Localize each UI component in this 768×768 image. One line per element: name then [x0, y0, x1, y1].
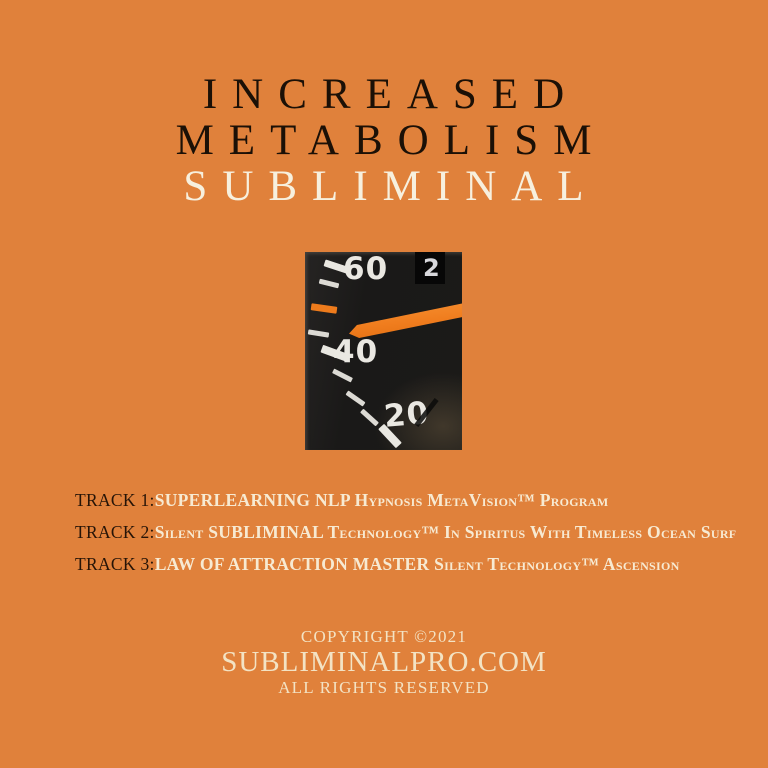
- track-row-2: TRACK 2: Silent SUBLIMINAL Technology™ I…: [75, 522, 736, 542]
- gauge-minor-tick: [332, 368, 353, 383]
- website-text: SUBLIMINALPRO.COM: [221, 646, 547, 678]
- track-list: TRACK 1: SUPERLEARNING NLP Hypnosis Meta…: [75, 490, 736, 586]
- gauge-minor-tick: [345, 390, 366, 407]
- title-line-3: SUBLIMINAL: [183, 163, 599, 210]
- rights-text: ALL RIGHTS RESERVED: [278, 678, 490, 697]
- gauge-minor-tick: [360, 408, 379, 427]
- gauge-number-40: 40: [333, 334, 379, 370]
- track-3-label: TRACK 3:: [75, 554, 155, 574]
- track-1-label: TRACK 1:: [75, 490, 155, 510]
- gauge-needle: [349, 303, 462, 338]
- gauge-number-60: 60: [343, 252, 389, 287]
- track-2-title: Silent SUBLIMINAL Technology™ In Spiritu…: [154, 522, 737, 542]
- track-1-title: SUPERLEARNING NLP Hypnosis MetaVision™ P…: [154, 490, 609, 510]
- gauge-orange-tick: [310, 303, 338, 314]
- gauge-minor-tick: [318, 278, 340, 289]
- title-line-1: INCREASED: [202, 71, 580, 118]
- track-row-1: TRACK 1: SUPERLEARNING NLP Hypnosis Meta…: [75, 490, 736, 510]
- album-title: INCREASED METABOLISM SUBLIMINAL: [0, 72, 768, 210]
- gauge-minor-tick: [307, 329, 330, 338]
- track-2-label: TRACK 2:: [75, 522, 155, 542]
- track-row-3: TRACK 3: LAW OF ATTRACTION MASTER Silent…: [75, 554, 736, 574]
- speedometer-gauge-image: 60 40 20 2: [305, 252, 462, 450]
- odometer-digit: 2: [415, 252, 445, 284]
- title-line-2: METABOLISM: [175, 117, 607, 164]
- copyright-text: COPYRIGHT ©2021: [300, 627, 468, 646]
- footer: COPYRIGHT ©2021 SUBLIMINALPRO.COM ALL RI…: [0, 627, 768, 698]
- track-3-title: LAW OF ATTRACTION MASTER Silent Technolo…: [154, 554, 680, 574]
